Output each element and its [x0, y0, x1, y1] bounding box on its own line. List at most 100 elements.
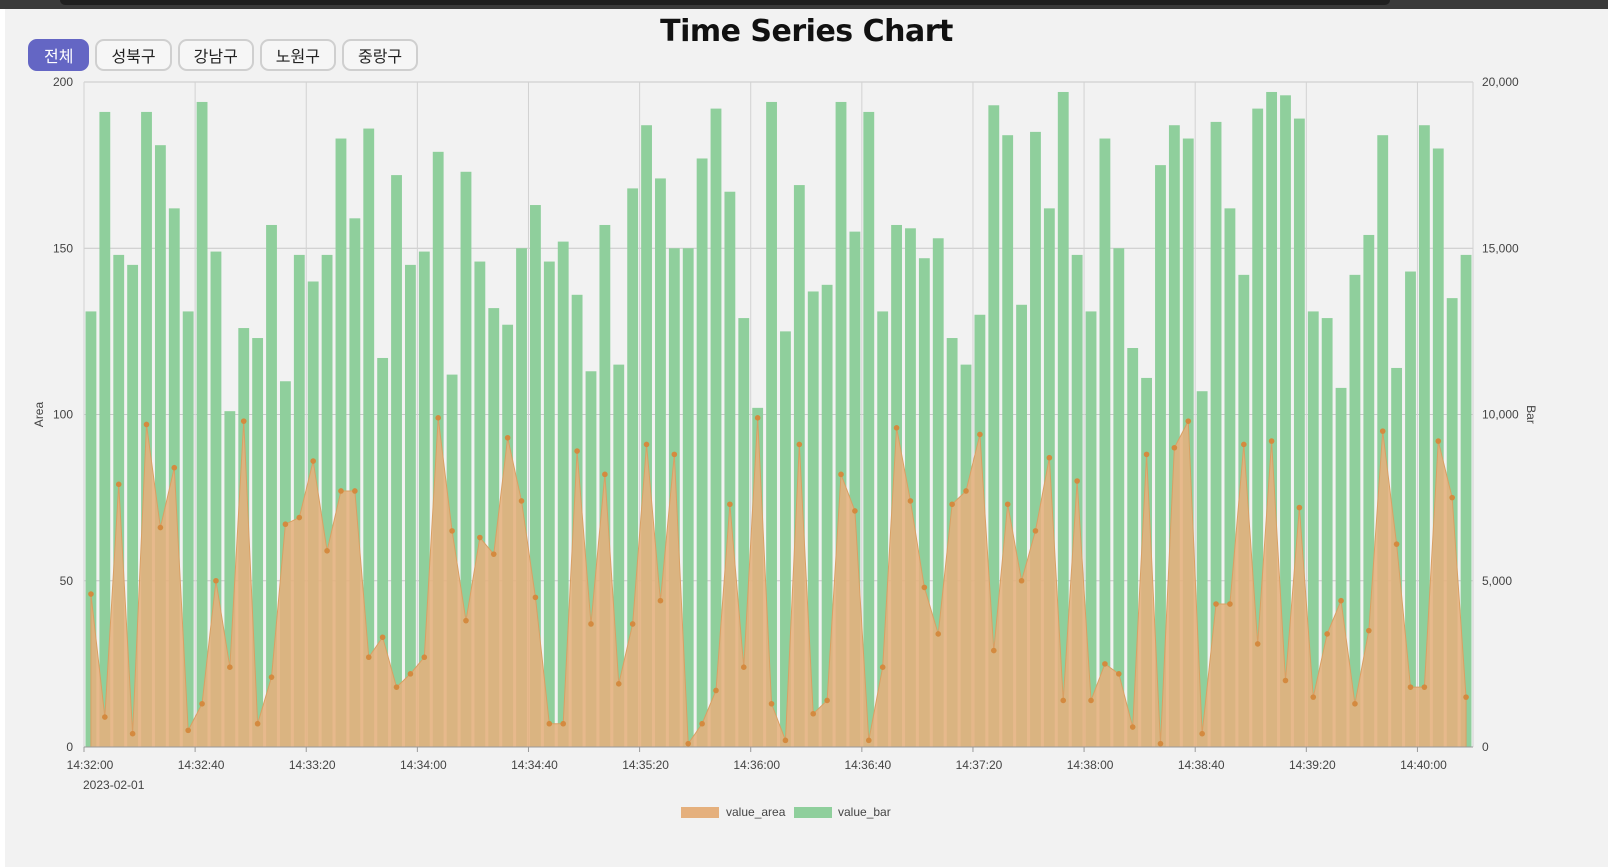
x-date-label: 2023-02-01 — [83, 778, 145, 792]
area-point — [1102, 661, 1108, 667]
bar-value-bar — [1085, 311, 1097, 747]
legend-swatch-area — [681, 807, 719, 818]
y-left-axis-title: Area — [32, 402, 46, 428]
bar-value-bar — [1280, 95, 1291, 748]
area-point — [129, 730, 136, 737]
bar-value-bar — [1266, 91, 1278, 748]
bar-value-bar — [266, 224, 277, 748]
bar-value-bar — [766, 101, 777, 747]
bar-value-bar — [127, 264, 139, 747]
bar-value-bar — [1030, 131, 1041, 747]
tab-nowon[interactable]: 노원구 — [259, 39, 336, 71]
tab-all[interactable]: 전체 — [28, 39, 90, 71]
area-point — [1324, 631, 1330, 637]
bar-value-bar — [1405, 271, 1416, 747]
bar-value-bar — [1252, 108, 1264, 748]
bar-value-bar — [543, 261, 555, 747]
area-point — [1157, 740, 1164, 747]
area-point — [1060, 697, 1067, 704]
bar-value-bar — [224, 411, 236, 747]
y-left-tick-label: 0 — [66, 740, 73, 754]
area-point — [504, 434, 511, 441]
area-point — [852, 508, 858, 514]
area-point — [1004, 501, 1011, 508]
area-point — [1463, 694, 1469, 700]
x-tick-label: 14:40:00 — [1400, 758, 1447, 772]
area-point — [240, 418, 247, 424]
bar-value-bar — [835, 101, 847, 747]
area-point — [1254, 641, 1261, 647]
area-point — [1421, 684, 1428, 690]
area-point — [810, 710, 817, 717]
y-left-tick-label: 100 — [53, 408, 73, 422]
bar-value-bar — [696, 158, 708, 748]
area-point — [1171, 444, 1178, 451]
bar-value-bar — [1307, 311, 1319, 747]
area-point — [324, 548, 330, 554]
bar-value-bar — [988, 105, 1000, 747]
area-point — [768, 700, 775, 707]
window-top-bar-inner — [60, 0, 1390, 5]
tab-seongbuk[interactable]: 성북구 — [95, 39, 172, 71]
bar-value-bar — [516, 248, 527, 747]
bar-value-bar — [1196, 391, 1208, 747]
bar-value-bar — [1127, 348, 1139, 747]
area-point — [1352, 700, 1358, 707]
area-point — [879, 664, 886, 670]
bar-value-bar — [807, 291, 819, 747]
area-point — [143, 421, 150, 428]
area-point — [685, 740, 692, 747]
area-point — [1032, 528, 1039, 534]
bar-value-bar — [210, 251, 222, 747]
bar-value-bar — [196, 101, 208, 747]
area-point — [963, 488, 969, 494]
bar-value-bar — [85, 311, 97, 747]
area-point — [629, 621, 636, 627]
bar-value-bar — [460, 171, 472, 747]
bar-value-bar — [1349, 274, 1361, 747]
area-point — [671, 451, 678, 458]
legend-label-area: value_area — [726, 805, 786, 819]
area-point — [393, 684, 400, 690]
area-point — [1213, 601, 1219, 607]
area-point — [379, 634, 386, 641]
x-tick-label: 14:34:40 — [511, 758, 558, 772]
area-point — [282, 521, 289, 528]
bar-value-bar — [849, 231, 861, 747]
y-left-tick-label: 150 — [53, 241, 73, 255]
x-tick-label: 14:32:40 — [178, 758, 225, 772]
y-right-tick-label: 20,000 — [1482, 75, 1519, 89]
area-point — [532, 594, 539, 601]
area-point — [1435, 438, 1442, 444]
tab-jungnang[interactable]: 중랑구 — [341, 39, 419, 71]
bar-value-bar — [1224, 208, 1236, 748]
area-point — [740, 664, 747, 670]
area-point — [338, 488, 344, 494]
x-tick-label: 14:32:00 — [67, 758, 114, 772]
region-tabs: 전체 성북구 강남구 노원구 중랑구 — [28, 39, 419, 71]
bar-value-bar — [932, 238, 944, 747]
bar-value-bar — [530, 205, 541, 747]
bar-value-bar — [1155, 165, 1166, 747]
area-point — [268, 674, 275, 680]
legend-swatch-bar — [794, 807, 832, 818]
area-point — [490, 551, 497, 557]
bar-value-bar — [863, 111, 875, 748]
bar-value-bar — [1293, 118, 1305, 747]
area-point — [171, 464, 178, 471]
bar-value-bar — [349, 218, 361, 747]
area-point — [1393, 541, 1400, 547]
tab-gangnam[interactable]: 강남구 — [177, 39, 254, 71]
bar-value-bar — [627, 188, 639, 747]
area-point — [407, 671, 414, 677]
area-point — [574, 448, 580, 454]
bar-value-bar — [613, 364, 625, 747]
bar-value-bar — [877, 311, 889, 747]
page-title: Time Series Chart — [660, 14, 953, 49]
area-point — [824, 697, 830, 704]
area-point — [1074, 478, 1080, 484]
bar-value-bar — [488, 308, 500, 747]
area-point — [518, 498, 525, 504]
bar-value-bar — [738, 318, 750, 747]
